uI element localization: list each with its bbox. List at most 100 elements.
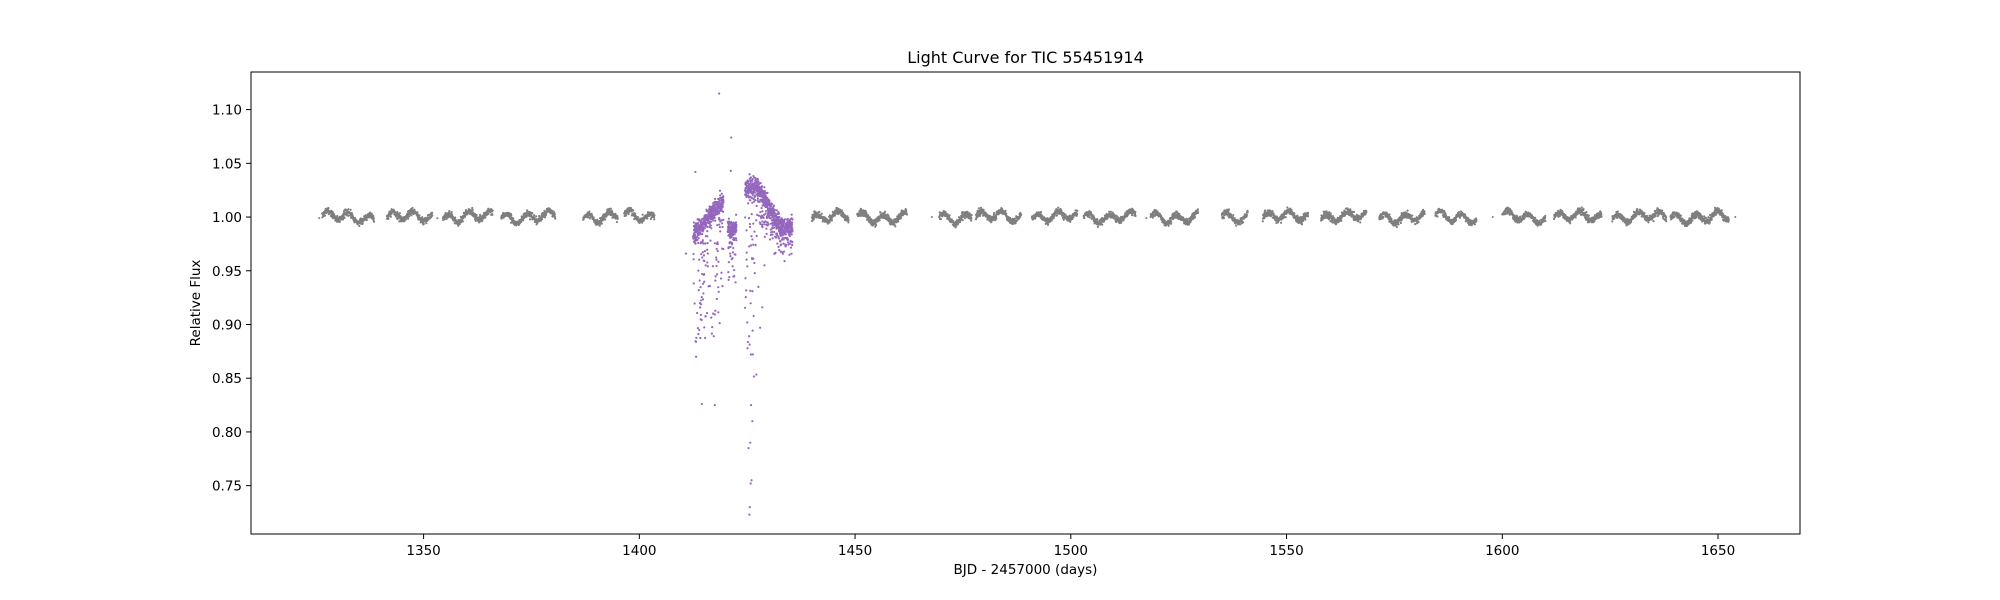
data-point bbox=[897, 220, 900, 223]
data-point bbox=[1170, 220, 1173, 223]
data-point bbox=[616, 215, 619, 218]
data-point bbox=[874, 223, 878, 227]
data-point bbox=[830, 219, 834, 222]
data-point bbox=[502, 216, 505, 219]
data-point bbox=[1423, 212, 1426, 216]
data-point bbox=[957, 222, 960, 225]
data-point bbox=[1691, 219, 1694, 222]
data-point bbox=[428, 213, 431, 217]
data-point bbox=[551, 209, 554, 213]
data-point bbox=[959, 220, 962, 224]
data-point bbox=[864, 210, 867, 213]
data-point bbox=[1720, 209, 1723, 212]
data-point bbox=[653, 218, 656, 221]
data-point bbox=[544, 213, 548, 216]
data-point bbox=[404, 218, 407, 221]
data-point bbox=[372, 220, 376, 223]
data-point bbox=[646, 217, 649, 220]
data-point bbox=[840, 209, 844, 212]
data-point bbox=[1580, 206, 1583, 209]
data-point bbox=[410, 214, 413, 217]
data-point bbox=[868, 216, 871, 219]
data-point bbox=[1511, 211, 1514, 215]
data-point bbox=[1151, 216, 1154, 219]
data-point bbox=[1004, 212, 1008, 215]
data-point bbox=[818, 210, 821, 213]
data-point bbox=[553, 215, 557, 219]
data-point bbox=[448, 209, 451, 213]
data-point bbox=[1707, 216, 1710, 219]
data-point bbox=[1083, 216, 1086, 220]
data-point bbox=[1643, 212, 1646, 215]
data-point bbox=[649, 217, 653, 221]
data-point bbox=[528, 218, 532, 221]
data-point bbox=[598, 224, 601, 227]
data-point bbox=[1466, 217, 1470, 220]
data-point bbox=[327, 206, 330, 210]
data-point bbox=[883, 210, 887, 213]
data-point bbox=[961, 219, 964, 222]
data-point bbox=[1544, 214, 1547, 218]
data-point bbox=[905, 209, 908, 212]
data-point bbox=[948, 214, 951, 217]
data-point bbox=[482, 217, 485, 220]
data-point bbox=[600, 222, 603, 225]
data-point bbox=[640, 221, 644, 224]
data-point bbox=[970, 219, 973, 222]
data-point bbox=[870, 217, 873, 221]
data-point bbox=[491, 209, 494, 212]
data-point bbox=[347, 208, 350, 211]
data-point bbox=[1569, 222, 1572, 225]
data-point bbox=[407, 217, 410, 220]
data-point bbox=[954, 226, 957, 229]
data-point bbox=[636, 216, 640, 219]
data-point bbox=[1263, 209, 1267, 212]
data-point bbox=[615, 220, 619, 224]
chart-title: Light Curve for TIC 55451914 bbox=[907, 48, 1144, 67]
data-point bbox=[627, 213, 630, 216]
data-point bbox=[353, 216, 357, 220]
data-point bbox=[847, 218, 850, 222]
data-point bbox=[1340, 219, 1343, 222]
data-point bbox=[418, 214, 421, 217]
data-point bbox=[522, 219, 525, 222]
data-point bbox=[487, 212, 490, 215]
data-point bbox=[461, 220, 464, 223]
data-point bbox=[512, 217, 515, 220]
data-point bbox=[632, 209, 635, 212]
data-point bbox=[1134, 212, 1137, 215]
data-point bbox=[484, 216, 487, 219]
data-point bbox=[1587, 214, 1590, 217]
data-point bbox=[994, 215, 998, 218]
data-point bbox=[995, 217, 998, 220]
data-point bbox=[1574, 216, 1577, 219]
data-point bbox=[1704, 216, 1707, 219]
data-point bbox=[1134, 210, 1137, 213]
data-point bbox=[847, 221, 850, 224]
data-point bbox=[1004, 209, 1007, 213]
data-point bbox=[531, 212, 534, 215]
data-point bbox=[347, 214, 350, 217]
data-point bbox=[1454, 218, 1458, 221]
data-point bbox=[1399, 221, 1402, 225]
data-point bbox=[413, 208, 416, 212]
data-point bbox=[342, 214, 345, 217]
data-point bbox=[389, 215, 392, 218]
data-point bbox=[847, 216, 850, 219]
data-point bbox=[588, 210, 591, 213]
data-point bbox=[1057, 206, 1060, 209]
data-point bbox=[1582, 207, 1585, 210]
data-point bbox=[1052, 217, 1055, 220]
data-point bbox=[1382, 215, 1385, 219]
data-point bbox=[1096, 225, 1099, 229]
data-point bbox=[1664, 218, 1667, 221]
data-point bbox=[411, 206, 414, 210]
data-point bbox=[1359, 221, 1362, 224]
data-point bbox=[993, 211, 996, 215]
data-point bbox=[543, 216, 547, 219]
data-point bbox=[590, 212, 593, 215]
data-point bbox=[1227, 208, 1230, 211]
data-point bbox=[652, 215, 656, 219]
data-point bbox=[1616, 210, 1619, 213]
